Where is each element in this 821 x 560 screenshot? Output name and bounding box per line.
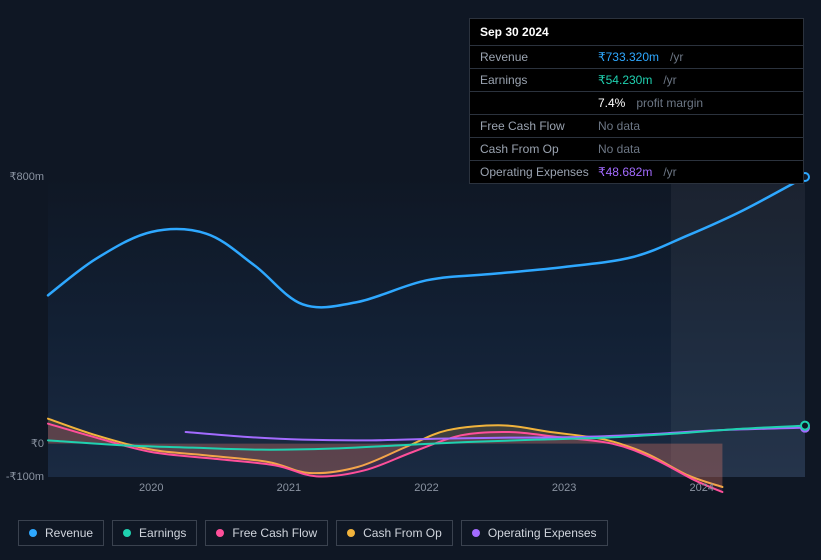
x-axis: 2020 2021 2022 2023 2024 <box>48 482 805 502</box>
y-axis-tick: -₹100m <box>0 470 44 483</box>
legend-item-earnings[interactable]: Earnings <box>112 520 197 546</box>
tooltip-label: Cash From Op <box>480 142 590 156</box>
tooltip-sub-suffix: profit margin <box>636 96 703 110</box>
legend-label: Free Cash Flow <box>232 526 317 540</box>
tooltip-row-earnings: Earnings ₹54.230m/yr <box>470 69 803 92</box>
tooltip-value: ₹733.320m <box>598 50 659 64</box>
tooltip-row-cfo: Cash From Op No data <box>470 138 803 161</box>
tooltip-row-fcf: Free Cash Flow No data <box>470 115 803 138</box>
x-axis-tick: 2021 <box>277 482 301 494</box>
tooltip-date: Sep 30 2024 <box>470 19 803 46</box>
x-axis-tick: 2023 <box>552 482 576 494</box>
tooltip-sub-value: 7.4% <box>598 96 625 110</box>
series-line-revenue <box>48 177 805 307</box>
legend-swatch-icon <box>123 529 131 537</box>
legend-item-revenue[interactable]: Revenue <box>18 520 104 546</box>
legend-label: Cash From Op <box>363 526 442 540</box>
legend-label: Earnings <box>139 526 186 540</box>
x-axis-tick: 2022 <box>414 482 438 494</box>
legend-label: Operating Expenses <box>488 526 597 540</box>
tooltip-nodata: No data <box>598 142 640 156</box>
tooltip-value: ₹48.682m <box>598 165 652 179</box>
chart-legend: Revenue Earnings Free Cash Flow Cash From O… <box>18 520 608 546</box>
legend-item-cfo[interactable]: Cash From Op <box>336 520 453 546</box>
tooltip-row-revenue: Revenue ₹733.320m/yr <box>470 46 803 69</box>
x-axis-tick: 2020 <box>139 482 163 494</box>
legend-swatch-icon <box>216 529 224 537</box>
chart-tooltip: Sep 30 2024 Revenue ₹733.320m/yr Earnings ₹… <box>469 18 804 184</box>
legend-label: Revenue <box>45 526 93 540</box>
legend-item-fcf[interactable]: Free Cash Flow <box>205 520 328 546</box>
tooltip-label: Free Cash Flow <box>480 119 590 133</box>
tooltip-label: Earnings <box>480 73 590 87</box>
legend-swatch-icon <box>29 529 37 537</box>
tooltip-subrow-earnings: 7.4% profit margin <box>470 92 803 115</box>
series-endpoint-earnings <box>801 422 809 430</box>
tooltip-label: Revenue <box>480 50 590 64</box>
tooltip-nodata: No data <box>598 119 640 133</box>
y-axis-tick: ₹0 <box>0 437 44 450</box>
tooltip-suffix: /yr <box>663 165 676 179</box>
tooltip-suffix: /yr <box>663 73 676 87</box>
legend-swatch-icon <box>347 529 355 537</box>
tooltip-row-opex: Operating Expenses ₹48.682m/yr <box>470 161 803 183</box>
chart-wrapper: { "tooltip": { "date": "Sep 30 2024", "r… <box>0 0 821 560</box>
chart-area[interactable] <box>48 177 805 477</box>
x-axis-tick: 2024 <box>690 482 714 494</box>
y-axis-tick: ₹800m <box>0 170 44 183</box>
tooltip-label: Operating Expenses <box>480 165 590 179</box>
legend-swatch-icon <box>472 529 480 537</box>
tooltip-suffix: /yr <box>670 50 683 64</box>
tooltip-value: ₹54.230m <box>598 73 652 87</box>
legend-item-opex[interactable]: Operating Expenses <box>461 520 608 546</box>
